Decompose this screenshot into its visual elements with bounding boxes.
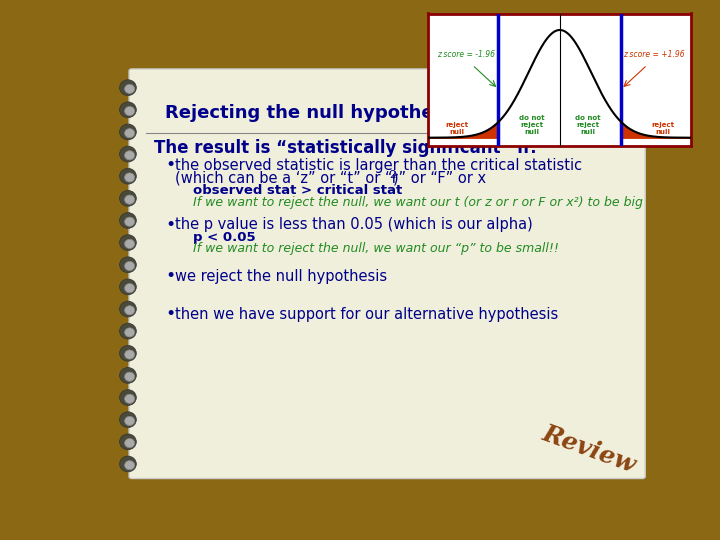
Text: Rejecting the null hypothesis: Rejecting the null hypothesis <box>166 104 462 122</box>
Ellipse shape <box>120 124 136 140</box>
Ellipse shape <box>120 191 136 206</box>
Ellipse shape <box>125 151 135 160</box>
Ellipse shape <box>125 129 135 138</box>
Ellipse shape <box>120 80 136 96</box>
Ellipse shape <box>120 146 136 162</box>
Ellipse shape <box>125 461 135 470</box>
Text: ): ) <box>393 171 399 186</box>
Ellipse shape <box>125 394 135 403</box>
Ellipse shape <box>125 328 135 337</box>
Text: (which can be a ‘z” or “t” or “r” or “F” or x: (which can be a ‘z” or “t” or “r” or “F”… <box>176 171 487 186</box>
Text: the observed statistic is larger than the critical statistic: the observed statistic is larger than th… <box>176 158 582 173</box>
Text: z score = -1.96: z score = -1.96 <box>437 50 495 59</box>
Ellipse shape <box>125 284 135 293</box>
Text: we reject the null hypothesis: we reject the null hypothesis <box>176 268 387 284</box>
Ellipse shape <box>120 279 136 295</box>
Text: 2: 2 <box>389 171 396 180</box>
Ellipse shape <box>125 416 135 426</box>
Ellipse shape <box>120 102 136 118</box>
Text: If we want to reject the null, we want our t (or z or r or F or x²) to be big: If we want to reject the null, we want o… <box>193 195 643 208</box>
Ellipse shape <box>125 195 135 204</box>
Text: do not
reject
null: do not reject null <box>519 115 544 135</box>
Ellipse shape <box>125 438 135 448</box>
Ellipse shape <box>120 368 136 383</box>
Ellipse shape <box>120 257 136 273</box>
Text: the p value is less than 0.05 (which is our alpha): the p value is less than 0.05 (which is … <box>176 218 533 232</box>
Ellipse shape <box>125 350 135 359</box>
Ellipse shape <box>120 346 136 361</box>
Ellipse shape <box>120 213 136 228</box>
Ellipse shape <box>120 456 136 472</box>
Ellipse shape <box>120 168 136 184</box>
Text: z score = +1.96: z score = +1.96 <box>623 50 685 59</box>
Ellipse shape <box>125 173 135 182</box>
Ellipse shape <box>120 323 136 339</box>
Text: The result is “statistically significant” if:: The result is “statistically significant… <box>154 139 537 157</box>
Text: •: • <box>166 267 176 285</box>
Text: •: • <box>166 216 176 234</box>
Ellipse shape <box>120 434 136 450</box>
Text: •: • <box>166 157 176 174</box>
Text: reject
null: reject null <box>445 122 468 135</box>
Text: Review: Review <box>539 421 639 477</box>
Text: then we have support for our alternative hypothesis: then we have support for our alternative… <box>176 307 559 322</box>
Ellipse shape <box>125 306 135 315</box>
Ellipse shape <box>125 372 135 381</box>
Ellipse shape <box>120 412 136 428</box>
Text: observed stat > critical stat: observed stat > critical stat <box>193 184 402 197</box>
Text: do not
reject
null: do not reject null <box>575 115 600 135</box>
Text: •: • <box>166 305 176 323</box>
Ellipse shape <box>125 84 135 93</box>
Ellipse shape <box>125 217 135 226</box>
Ellipse shape <box>125 239 135 248</box>
FancyBboxPatch shape <box>129 69 645 478</box>
Ellipse shape <box>125 261 135 271</box>
Ellipse shape <box>125 106 135 116</box>
Text: reject
null: reject null <box>652 122 675 135</box>
Text: If we want to reject the null, we want our “p” to be small!!: If we want to reject the null, we want o… <box>193 242 559 255</box>
Text: p < 0.05: p < 0.05 <box>193 231 256 244</box>
Ellipse shape <box>120 301 136 317</box>
Ellipse shape <box>120 390 136 406</box>
Ellipse shape <box>120 235 136 251</box>
